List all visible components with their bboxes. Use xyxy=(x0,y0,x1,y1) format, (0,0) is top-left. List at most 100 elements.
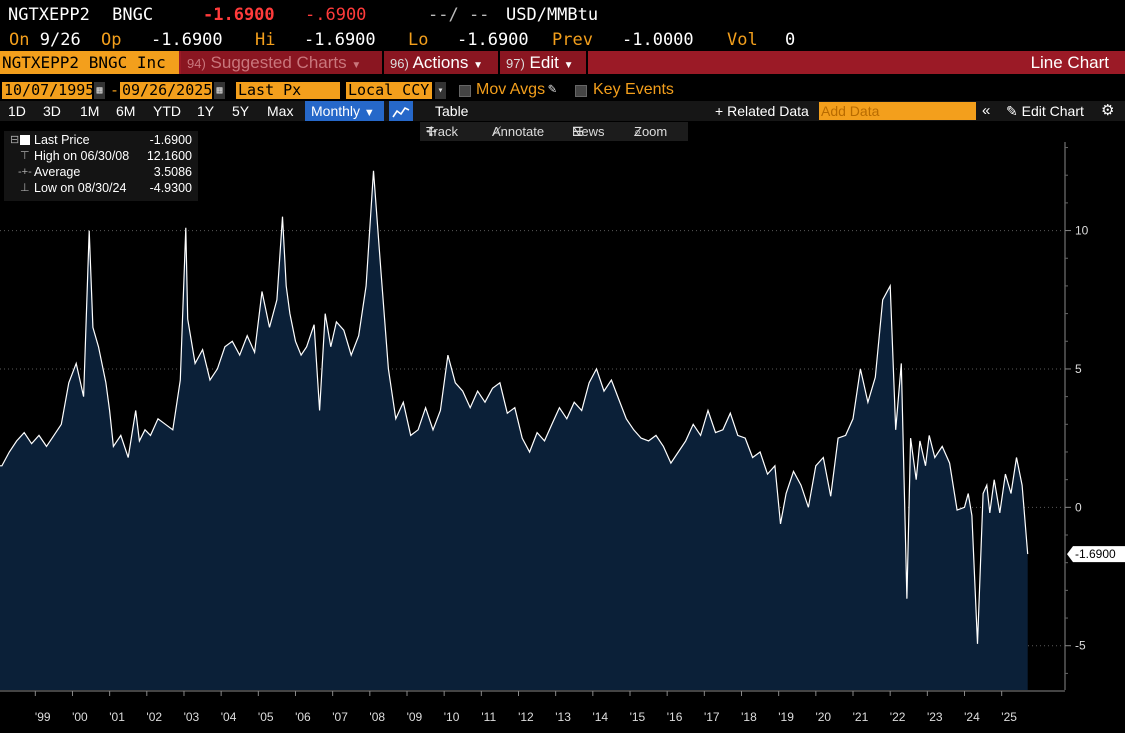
collapse-icon[interactable]: « xyxy=(982,102,991,119)
x-tick-label: '15 xyxy=(630,710,646,724)
low-marker-icon: ⊥ xyxy=(20,182,30,194)
high-label: Hi xyxy=(255,30,276,50)
x-tick-label: '10 xyxy=(444,710,460,724)
mov-avgs-checkbox[interactable] xyxy=(459,85,471,97)
quote-header: NGTXEPP2 BNGC xyxy=(8,5,153,25)
last-value-label: -1.6900 xyxy=(1075,547,1116,561)
table-toggle[interactable]: Table xyxy=(435,103,469,119)
range-6m[interactable]: 6M xyxy=(116,103,136,119)
news-icon: ☰ xyxy=(572,124,584,139)
price-field-select[interactable]: Last Px xyxy=(236,82,340,99)
high-value: -1.6900 xyxy=(304,30,376,50)
period-select[interactable]: Monthly ▼ xyxy=(305,101,384,121)
high-marker-icon: ⊤ xyxy=(20,150,30,162)
end-date-field[interactable]: 09/26/2025 xyxy=(120,82,212,99)
range-max[interactable]: Max xyxy=(267,103,294,119)
open-label: Op xyxy=(101,30,122,50)
legend-low: ⊥ Low on 08/30/24 -4.9300 xyxy=(4,180,198,196)
start-date-field[interactable]: 10/07/1995 xyxy=(2,82,92,99)
key-events-label[interactable]: Key Events xyxy=(593,81,674,98)
edit-num: 97) xyxy=(506,56,525,71)
add-data-input[interactable]: Add Data xyxy=(819,102,976,120)
actions-menu[interactable]: 96) Actions ▼ xyxy=(384,51,500,74)
legend-average-value: 3.5086 xyxy=(153,165,192,179)
currency-select[interactable]: Local CCY xyxy=(346,82,432,99)
date-separator: - xyxy=(110,81,120,99)
related-data-label: Related Data xyxy=(727,103,809,119)
legend-panel: ⊟ Last Price -1.6900 ⊤ High on 06/30/08 … xyxy=(4,131,198,201)
magnifier-icon: ⌕ xyxy=(634,124,642,139)
x-tick-label: '09 xyxy=(407,710,423,724)
edit-menu[interactable]: 97) Edit ▼ xyxy=(500,51,588,74)
x-tick-label: '07 xyxy=(332,710,348,724)
x-tick-label: '04 xyxy=(221,710,237,724)
chevron-down-icon: ▼ xyxy=(473,60,483,71)
prev-label: Prev xyxy=(552,30,593,50)
range-1m[interactable]: 1M xyxy=(80,103,100,119)
x-tick-label: '11 xyxy=(481,710,496,724)
range-1d[interactable]: 1D xyxy=(8,103,26,119)
x-tick-label: '25 xyxy=(1001,710,1017,724)
x-tick-label: '05 xyxy=(258,710,274,724)
x-tick-label: '18 xyxy=(741,710,757,724)
calendar-icon[interactable]: ▦ xyxy=(214,82,225,99)
y-tick-label: 5 xyxy=(1075,362,1082,376)
legend-average-label: Average xyxy=(34,165,81,179)
x-tick-label: '06 xyxy=(295,710,311,724)
pencil-icon[interactable]: ✎ xyxy=(548,81,557,97)
edit-chart-label: Edit Chart xyxy=(1021,103,1084,119)
legend-high-value: 12.1600 xyxy=(146,149,192,163)
average-marker-icon: -+- xyxy=(18,166,32,178)
ticker-symbol[interactable]: NGTXEPP2 xyxy=(8,5,90,25)
add-data-placeholder: Add Data xyxy=(821,103,880,119)
chevron-down-icon: ▼ xyxy=(563,60,574,71)
range-3d[interactable]: 3D xyxy=(43,103,61,119)
range-ytd[interactable]: YTD xyxy=(153,103,181,119)
low-label: Lo xyxy=(408,30,429,50)
actions-label: Actions xyxy=(412,53,469,72)
range-5y[interactable]: 5Y xyxy=(232,103,250,119)
pencil-icon: ✎ xyxy=(1006,103,1018,119)
last-value-flag xyxy=(1067,546,1125,563)
chart-type-title: Line Chart xyxy=(1030,53,1109,72)
suggested-label: Suggested Charts xyxy=(210,53,347,72)
collapse-box-icon[interactable]: ⊟ xyxy=(10,134,20,146)
chevron-down-icon: ▼ xyxy=(363,107,375,119)
x-tick-label: '17 xyxy=(704,710,720,724)
y-tick-label: 0 xyxy=(1075,500,1082,514)
x-tick-label: '03 xyxy=(184,710,200,724)
legend-high: ⊤ High on 06/30/08 12.1600 xyxy=(4,148,198,164)
legend-swatch xyxy=(20,135,30,145)
net-change: -.6900 xyxy=(305,5,367,25)
news-label: News xyxy=(572,124,605,139)
mov-avgs-label[interactable]: Mov Avgs xyxy=(476,81,546,98)
suggested-charts-menu[interactable]: 94) Suggested Charts ▼ xyxy=(181,51,384,74)
legend-high-label: High on 06/30/08 xyxy=(34,149,130,163)
chevron-down-icon[interactable]: ▾ xyxy=(435,82,446,99)
gear-icon[interactable]: ⚙ xyxy=(1101,102,1115,119)
legend-last: ⊟ Last Price -1.6900 xyxy=(4,132,198,148)
command-bar: NGTXEPP2 BNGC Inc 94) Suggested Charts ▼… xyxy=(0,51,1125,74)
line-chart-icon[interactable] xyxy=(389,101,413,121)
x-tick-label: '23 xyxy=(927,710,943,724)
suggested-num: 94) xyxy=(187,56,206,71)
y-tick-label: 10 xyxy=(1075,224,1089,238)
annotate-label: Annotate xyxy=(492,124,545,139)
calendar-icon[interactable]: ▦ xyxy=(94,82,105,99)
security-field[interactable]: NGTXEPP2 BNGC Inc xyxy=(0,51,179,74)
key-events-checkbox[interactable] xyxy=(575,85,587,97)
range-1y[interactable]: 1Y xyxy=(197,103,215,119)
on-label: On xyxy=(9,30,30,50)
edit-chart-button[interactable]: ✎ Edit Chart xyxy=(1006,101,1084,121)
related-data-button[interactable]: + Related Data xyxy=(715,101,809,121)
legend-low-value: -4.9300 xyxy=(149,181,192,195)
last-price: -1.6900 xyxy=(203,5,275,25)
plus-icon: + xyxy=(715,103,724,119)
chart-tools: ✢ Track ⟋ Annotate ☰ News ⌕ Zoom xyxy=(420,122,688,141)
x-tick-label: '12 xyxy=(518,710,534,724)
annotate-icon: ⟋ xyxy=(492,124,502,139)
edit-label: Edit xyxy=(529,53,559,72)
open-value: -1.6900 xyxy=(151,30,223,50)
actions-num: 96) xyxy=(390,56,409,71)
